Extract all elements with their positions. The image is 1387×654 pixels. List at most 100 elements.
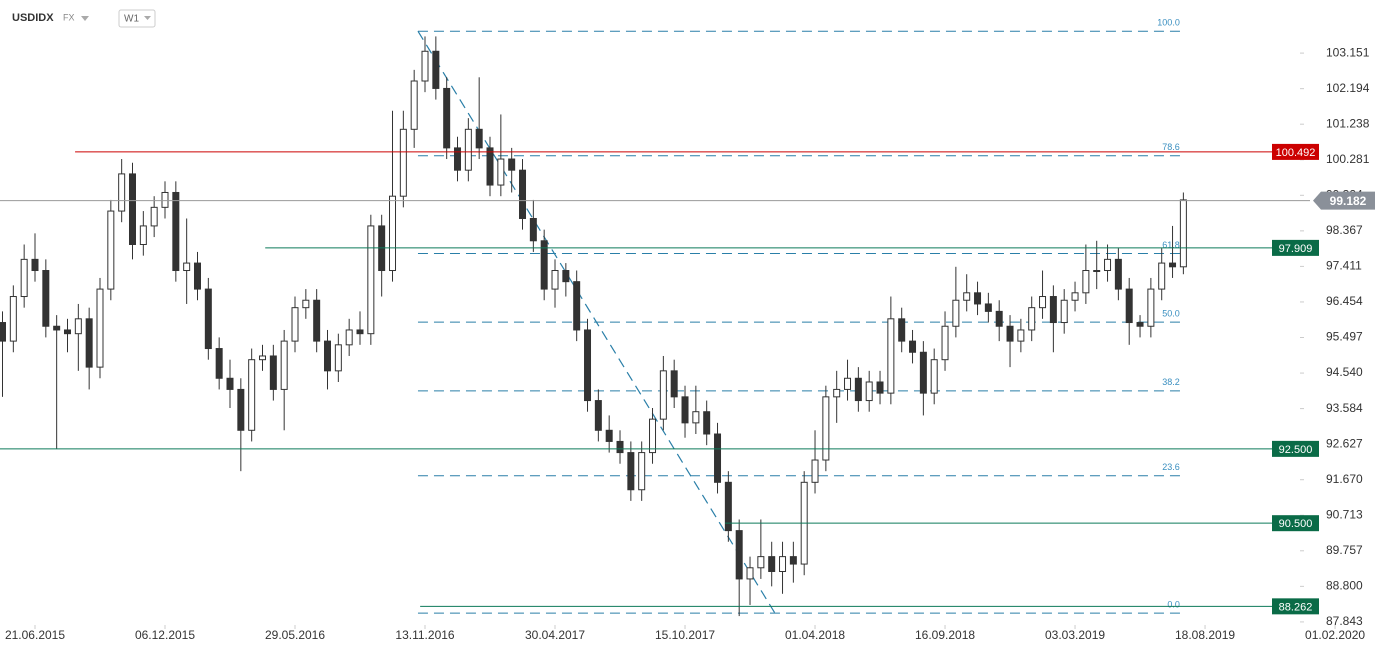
candle-body xyxy=(432,50,440,89)
candle-body xyxy=(1125,288,1133,324)
candle-body xyxy=(833,388,841,398)
candle-body xyxy=(519,169,527,219)
candle-body xyxy=(573,281,581,331)
candle-body xyxy=(1071,292,1079,301)
candle-body xyxy=(670,370,678,398)
candle-body xyxy=(1136,322,1144,327)
candle-body xyxy=(63,329,71,335)
fib-label: 38.2 xyxy=(1162,377,1180,387)
y-tick-label: 97.411 xyxy=(1326,259,1362,273)
plot-area: 100.0 78.6 61.8 50.0 38.2 23.6 0.0 xyxy=(0,18,1187,617)
candle-body xyxy=(887,318,895,394)
y-tick-label: 98.367 xyxy=(1326,223,1363,237)
candle-body xyxy=(1093,270,1101,273)
candle-body xyxy=(562,270,570,283)
y-tick-label: 102.194 xyxy=(1326,81,1370,95)
x-tick-label: 01.04.2018 xyxy=(785,628,845,642)
x-tick-label: 03.03.2019 xyxy=(1045,628,1105,642)
candle-body xyxy=(226,377,234,390)
candle-body xyxy=(345,329,353,346)
candle-body xyxy=(237,388,245,431)
interval[interactable]: W1 xyxy=(124,14,139,25)
candle-body xyxy=(735,530,743,580)
candle-body xyxy=(659,370,667,420)
candle-body xyxy=(0,322,6,342)
y-tick-label: 88.800 xyxy=(1326,579,1363,593)
candle-body xyxy=(789,556,797,565)
fib-label: 23.6 xyxy=(1162,462,1180,472)
candle-body xyxy=(172,191,180,272)
candle-body xyxy=(399,128,407,197)
candle-body xyxy=(443,87,451,149)
candle-body xyxy=(768,556,776,572)
level-label: 100.492 xyxy=(1276,147,1316,159)
candle-body xyxy=(1147,288,1155,327)
candle-body xyxy=(215,348,223,379)
dropdown-arrow[interactable] xyxy=(81,16,89,21)
candle-body xyxy=(941,325,949,361)
fib-label: 0.0 xyxy=(1167,599,1180,609)
market[interactable]: FX xyxy=(63,12,75,22)
x-tick-label: 29.05.2016 xyxy=(265,628,325,642)
candle-body xyxy=(85,318,93,368)
y-tick-label: 103.151 xyxy=(1326,45,1370,59)
x-tick-label: 21.06.2015 xyxy=(5,628,65,642)
candle-body xyxy=(1006,325,1014,342)
candle-body xyxy=(551,270,559,290)
candle-body xyxy=(584,329,592,402)
x-tick-label: 30.04.2017 xyxy=(525,628,585,642)
candle-body xyxy=(649,418,657,454)
candle-body xyxy=(139,225,147,246)
last-price-box xyxy=(1313,191,1375,210)
level-box xyxy=(1272,239,1319,256)
candle-body xyxy=(681,396,689,424)
last-price-label: 99.182 xyxy=(1330,194,1367,208)
candle-body xyxy=(1082,270,1090,294)
level-label: 88.262 xyxy=(1279,601,1313,613)
fib-label: 78.6 xyxy=(1162,142,1180,152)
candle-body xyxy=(627,452,635,491)
candle-body xyxy=(1039,296,1047,309)
candle-body xyxy=(107,210,115,290)
candle-body xyxy=(974,292,982,305)
y-tick-label: 87.843 xyxy=(1326,614,1363,628)
candle-body xyxy=(128,173,136,246)
fib-label: 100.0 xyxy=(1157,18,1180,28)
candle-body xyxy=(616,440,624,454)
candle-body xyxy=(692,411,700,424)
symbol[interactable]: USDIDX xyxy=(12,12,54,24)
level-box xyxy=(1272,143,1319,160)
candle-body xyxy=(909,340,917,353)
candle-body xyxy=(898,318,906,342)
candle-body xyxy=(497,158,505,186)
y-tick-label: 100.281 xyxy=(1326,152,1370,166)
candle-body xyxy=(486,147,494,186)
candle-body xyxy=(724,481,732,532)
candle-body xyxy=(367,225,375,335)
candle-body xyxy=(984,303,992,312)
candle-body xyxy=(952,299,960,327)
candle-body xyxy=(74,318,82,335)
candle-body xyxy=(193,262,201,290)
interval-button[interactable] xyxy=(118,9,156,28)
candle-body xyxy=(1060,299,1068,324)
candle-body xyxy=(995,310,1003,327)
y-tick-label: 92.627 xyxy=(1326,436,1363,450)
candle-body xyxy=(1114,258,1122,290)
x-tick-label: 16.09.2018 xyxy=(915,628,975,642)
y-tick-label: 93.584 xyxy=(1326,401,1363,415)
candle-body xyxy=(269,355,277,390)
candle-body xyxy=(53,325,61,331)
candle-body xyxy=(356,329,364,335)
candle-body xyxy=(1169,262,1177,268)
candle-body xyxy=(876,381,884,394)
candle-body xyxy=(854,377,862,402)
trendline xyxy=(417,30,776,614)
candle-body xyxy=(20,258,28,298)
level-box xyxy=(1272,515,1319,532)
candle-body xyxy=(454,147,462,171)
fib-label: 50.0 xyxy=(1162,309,1180,319)
dropdown-arrow[interactable] xyxy=(144,16,151,20)
candle-body xyxy=(161,191,169,208)
